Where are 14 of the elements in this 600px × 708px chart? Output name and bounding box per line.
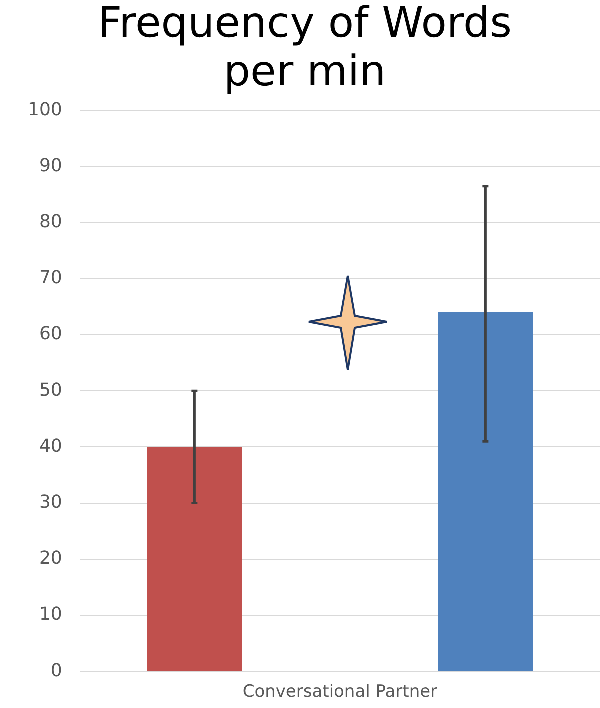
y-tick-label: 70 (39, 268, 62, 289)
x-tick-label: Conversational Partner (242, 682, 438, 702)
y-tick-label: 60 (39, 324, 62, 345)
y-tick-label: 10 (39, 604, 62, 626)
text: Frequency of Words (98, 0, 512, 48)
y-tick-label: 100 (28, 99, 62, 120)
y-tick-label: 80 (39, 211, 62, 232)
y-tick-label: 0 (50, 660, 62, 682)
y-tick-label: 20 (39, 548, 62, 570)
y-tick-label: 90 (39, 155, 62, 176)
text: per min (224, 46, 386, 96)
y-tick-label: 50 (39, 380, 62, 401)
y-tick-label: 40 (39, 436, 62, 457)
y-tick-label: 30 (39, 492, 62, 513)
